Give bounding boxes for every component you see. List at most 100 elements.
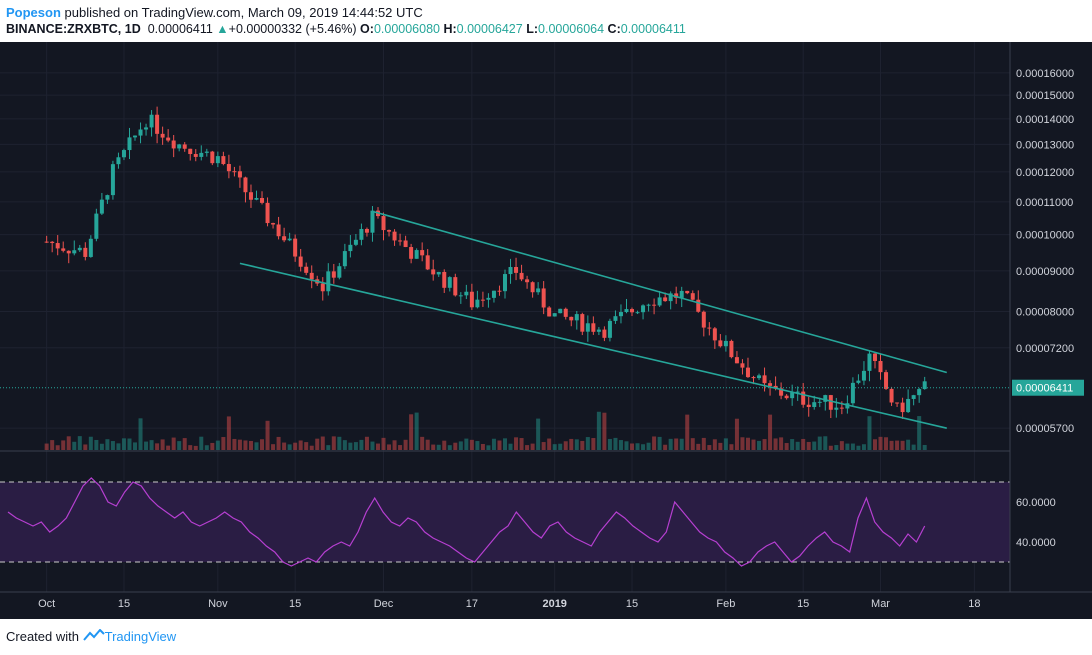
volume-bar	[707, 445, 712, 450]
volume-bar	[889, 440, 894, 450]
candle-body	[237, 171, 242, 178]
candle-body	[320, 283, 325, 292]
candle-body	[271, 223, 276, 225]
candle-body	[337, 266, 342, 278]
volume-bar	[248, 440, 253, 450]
rsi-series-line	[7, 477, 926, 567]
volume-bar	[293, 442, 298, 450]
candle-body	[199, 152, 204, 157]
volume-bar	[828, 445, 833, 450]
candle-body	[828, 395, 833, 410]
candle-body	[458, 295, 463, 297]
volume-bar	[215, 440, 220, 450]
candle-body	[558, 308, 563, 314]
candle-body	[541, 288, 546, 308]
volume-bar	[845, 443, 850, 450]
time-tick-label: Nov	[208, 598, 228, 610]
volume-bar	[475, 441, 480, 450]
candle-body	[663, 297, 668, 302]
close-value: 0.00006411	[620, 22, 686, 36]
volume-bar	[44, 443, 49, 450]
volume-bar	[375, 443, 380, 450]
candle-body	[293, 238, 298, 257]
candle-body	[850, 382, 855, 404]
candle-body	[254, 198, 259, 200]
volume-bar	[243, 440, 248, 450]
volume-bar	[210, 442, 215, 450]
candle-body	[436, 271, 441, 275]
volume-bar	[436, 444, 441, 450]
candle-body	[602, 329, 607, 338]
candle-body	[591, 323, 596, 332]
price-tick-label: 0.00009000	[1016, 266, 1074, 278]
volume-bar	[630, 443, 635, 450]
candle-body	[364, 228, 369, 233]
candle-body	[309, 272, 314, 280]
candle-body	[138, 129, 143, 136]
volume-bar	[77, 436, 82, 450]
volume-bar	[503, 438, 507, 450]
volume-bar	[618, 440, 623, 450]
candle-body	[845, 403, 850, 409]
candle-body	[646, 304, 651, 306]
time-tick-label: Dec	[374, 598, 394, 610]
volume-bar	[491, 438, 496, 450]
candle-body	[685, 290, 690, 294]
volume-bar	[171, 437, 176, 450]
volume-bar	[453, 442, 458, 450]
tradingview-brand[interactable]: TradingView	[104, 629, 177, 644]
volume-bar	[574, 439, 579, 450]
volume-bar	[519, 438, 524, 450]
volume-bar	[155, 443, 160, 450]
candle-body	[712, 328, 717, 341]
volume-bar	[872, 439, 877, 450]
volume-bar	[469, 439, 474, 450]
volume-bar	[668, 438, 673, 450]
candle-body	[248, 192, 253, 200]
candle-body	[121, 150, 126, 158]
candle-body	[210, 151, 215, 164]
candle-body	[94, 213, 99, 239]
candle-body	[618, 312, 623, 317]
volume-bar	[817, 436, 822, 450]
volume-bar	[867, 416, 872, 450]
candle-body	[547, 307, 552, 317]
candle-body	[861, 370, 866, 381]
candle-body	[486, 297, 491, 300]
volume-bar	[801, 438, 806, 450]
volume-bar	[480, 443, 485, 450]
volume-bar	[895, 440, 900, 450]
candle-body	[491, 290, 496, 298]
chart-area[interactable]: 0.00016000 0.00015000 0.00014000 0.00013000…	[0, 42, 1092, 619]
candle-body	[232, 171, 237, 173]
volume-bar	[287, 444, 292, 450]
volume-bar	[525, 445, 530, 450]
candle-body	[50, 241, 55, 244]
volume-bar	[88, 436, 93, 450]
volume-bar	[541, 442, 546, 450]
author-name[interactable]: Popeson	[6, 5, 61, 20]
volume-bar	[596, 411, 601, 450]
volume-bar	[768, 414, 773, 450]
candle-body	[149, 114, 154, 128]
candle-body	[61, 248, 66, 251]
volume-bar	[878, 436, 883, 450]
candle-body	[414, 250, 419, 259]
candle-body	[751, 377, 756, 379]
candle-body	[757, 375, 762, 379]
candle-body	[44, 241, 49, 243]
volume-bar	[121, 438, 126, 450]
volume-bar	[906, 439, 911, 450]
rsi-band	[0, 481, 1010, 563]
volume-bar	[182, 438, 187, 450]
candle-body	[409, 247, 414, 259]
price-chart[interactable]: 0.00016000 0.00015000 0.00014000 0.00013000…	[0, 42, 1092, 619]
volume-bar	[127, 438, 132, 450]
candle-body	[635, 312, 640, 314]
volume-bar	[674, 438, 679, 450]
volume-bar	[497, 440, 502, 450]
created-with: Created with	[6, 629, 79, 644]
candle-body	[398, 240, 403, 242]
candle-body	[536, 288, 541, 293]
volume-bar	[729, 444, 734, 450]
